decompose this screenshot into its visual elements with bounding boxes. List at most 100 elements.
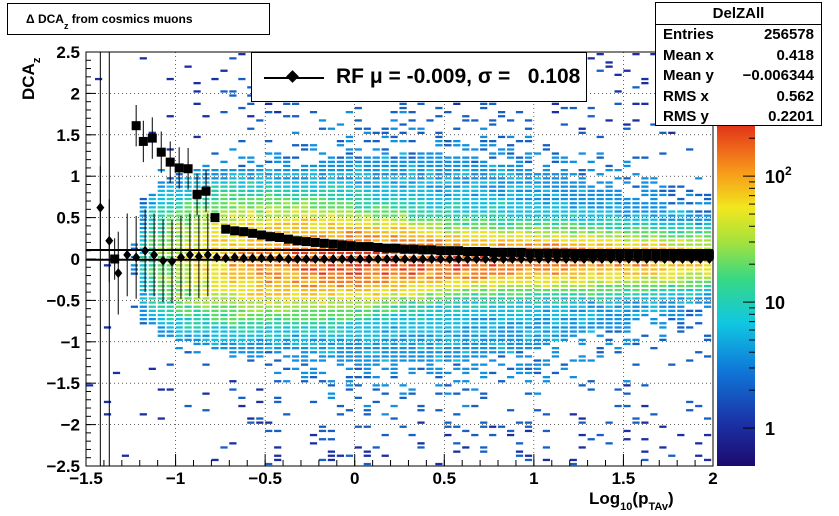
heatmap-cell [309, 347, 318, 350]
heatmap-cell [408, 111, 416, 114]
heatmap-cell [336, 330, 344, 333]
heatmap-cell [274, 446, 282, 449]
heatmap-cell [489, 102, 497, 105]
heatmap-cell [453, 301, 461, 304]
heatmap-cell [166, 293, 174, 296]
profile-square-marker [561, 248, 571, 258]
heatmap-cell [453, 367, 461, 370]
heatmap-cell [444, 392, 452, 395]
heatmap-cell [471, 433, 479, 437]
heatmap-cell [292, 156, 300, 159]
profile-square-marker [328, 239, 338, 249]
heatmap-cell [498, 284, 506, 288]
heatmap-cell [489, 268, 497, 271]
heatmap-cell [524, 119, 533, 122]
heatmap-cell [327, 164, 335, 168]
heatmap-cell [426, 284, 434, 288]
heatmap-cell [363, 347, 371, 350]
heatmap-cell [614, 351, 622, 354]
heatmap-cell [704, 210, 712, 213]
heatmap-cell [489, 173, 497, 176]
heatmap-cell [148, 260, 156, 263]
heatmap-cell [345, 152, 353, 155]
profile-diamond-marker [597, 254, 606, 264]
heatmap-cell [238, 243, 246, 246]
heatmap-cell [166, 280, 174, 283]
heatmap-cell [560, 210, 568, 213]
heatmap-cell [390, 214, 398, 217]
heatmap-cell [587, 193, 595, 197]
heatmap-cell [408, 347, 416, 350]
heatmap-cell [578, 284, 586, 288]
heatmap-cell [650, 181, 658, 184]
heatmap-cell [157, 334, 165, 337]
heatmap-cell [327, 355, 335, 358]
heatmap-cell [417, 243, 425, 246]
heatmap-cell [650, 297, 658, 300]
heatmap-cell [551, 181, 559, 184]
heatmap-cell [157, 313, 165, 317]
heatmap-cell [659, 293, 667, 296]
heatmap-cell [354, 355, 362, 358]
heatmap-cell [399, 334, 407, 337]
heatmap-cell [354, 214, 362, 217]
heatmap-cell [238, 218, 246, 221]
heatmap-cell [354, 326, 362, 329]
heatmap-cell [480, 181, 488, 184]
heatmap-cell [435, 376, 443, 379]
heatmap-cell [309, 193, 318, 197]
heatmap-cell [363, 305, 371, 308]
heatmap-cell [354, 218, 362, 221]
heatmap-cell [408, 305, 416, 308]
heatmap-cell [301, 313, 309, 317]
heatmap-cell [372, 284, 380, 288]
heatmap-cell [148, 202, 156, 205]
heatmap-cell [175, 202, 183, 205]
heatmap-cell [301, 181, 309, 184]
heatmap-cell [211, 347, 219, 350]
heatmap-cell [301, 169, 309, 172]
heatmap-cell [399, 313, 407, 317]
heatmap-cell [363, 425, 371, 428]
heatmap-cell [444, 193, 452, 197]
heatmap-cell [462, 297, 470, 300]
heatmap-cell [453, 284, 461, 288]
heatmap-cell [408, 127, 416, 130]
heatmap-cell [157, 235, 165, 238]
heatmap-cell [426, 206, 434, 209]
heatmap-cell [677, 231, 685, 234]
heatmap-cell [704, 305, 712, 308]
colorbar [717, 126, 755, 466]
profile-square-marker [174, 163, 184, 173]
heatmap-cell [444, 334, 452, 337]
heatmap-cell [157, 193, 165, 197]
heatmap-cell [390, 347, 398, 350]
heatmap-cell [498, 330, 506, 333]
heatmap-cell [292, 193, 300, 197]
profile-diamond-marker [212, 252, 221, 263]
heatmap-cell [336, 222, 344, 226]
heatmap-cell [515, 231, 524, 234]
heatmap-cell [327, 318, 335, 321]
heatmap-cell [381, 309, 389, 312]
heatmap-cell [417, 280, 425, 283]
heatmap-cell [444, 164, 452, 168]
heatmap-cell [417, 206, 425, 209]
heatmap-cell [417, 367, 425, 370]
heatmap-cell [345, 409, 353, 412]
heatmap-cell [533, 264, 542, 267]
heatmap-cell [489, 297, 497, 300]
heatmap-cell [220, 338, 228, 341]
heatmap-cell [695, 404, 703, 408]
heatmap-cell [578, 446, 586, 449]
heatmap-cell [229, 297, 237, 300]
heatmap-cell [632, 53, 640, 56]
heatmap-cell [677, 243, 685, 246]
heatmap-cell [372, 268, 380, 271]
heatmap-cell [318, 210, 327, 213]
heatmap-cell [515, 301, 524, 304]
heatmap-cell [650, 235, 658, 238]
heatmap-cell [417, 347, 425, 350]
heatmap-cell [677, 222, 685, 226]
heatmap-cell [489, 313, 497, 317]
